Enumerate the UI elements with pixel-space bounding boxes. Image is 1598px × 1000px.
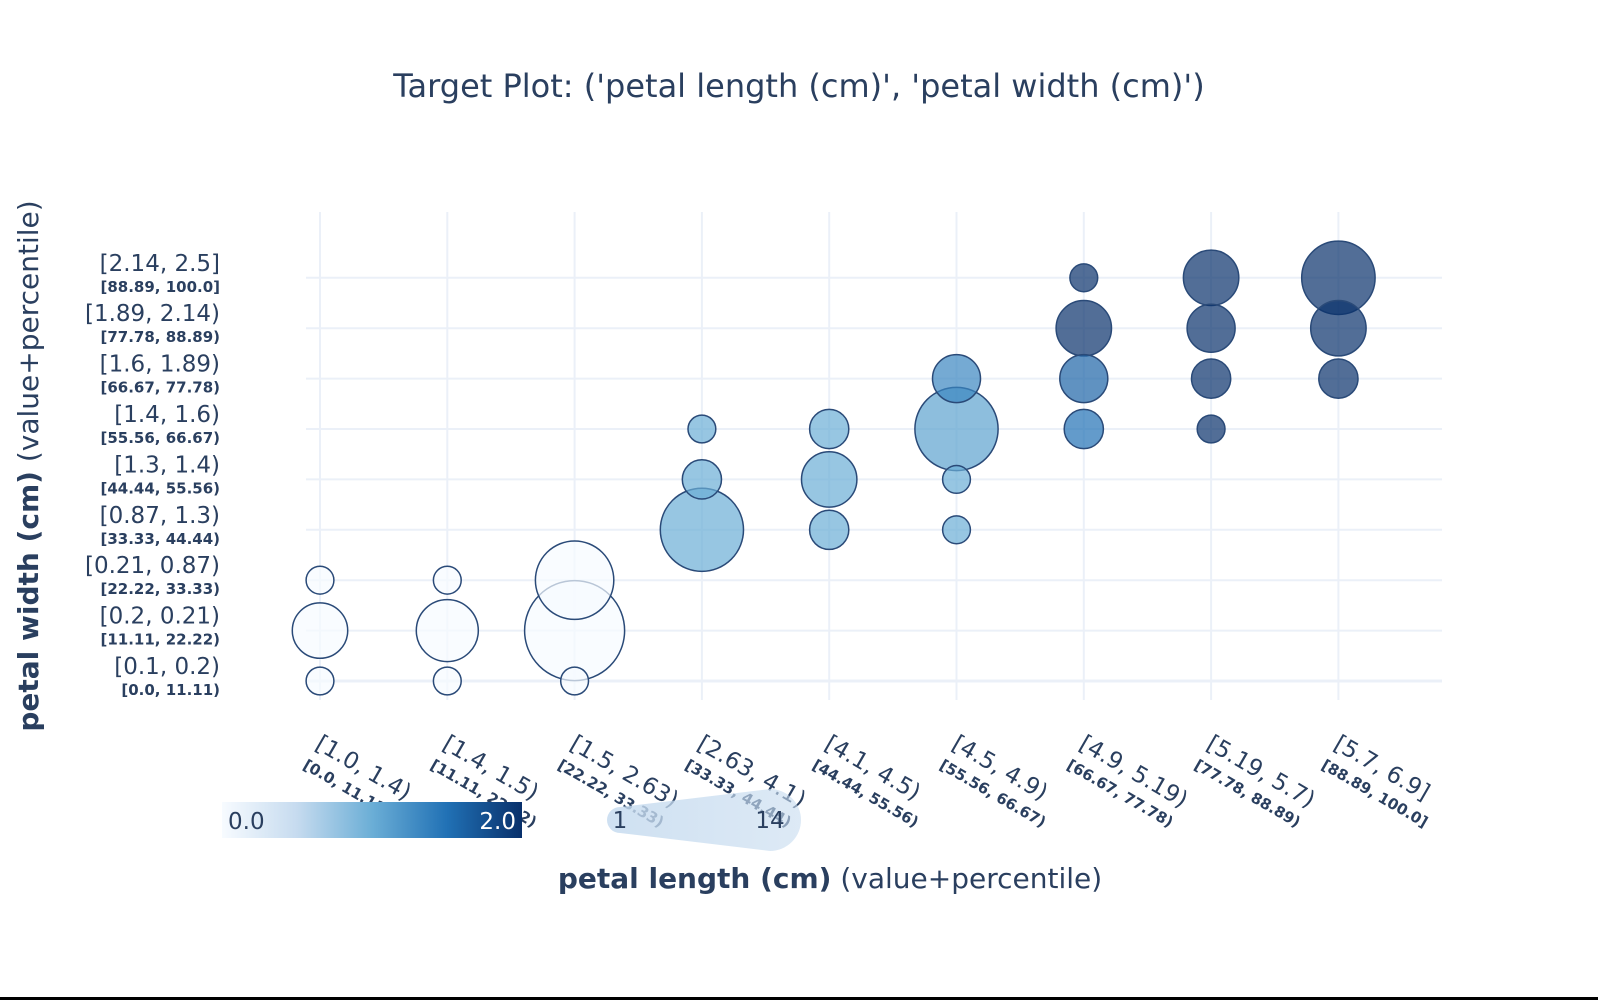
bubble-point: [1069, 263, 1099, 293]
data-points: [291, 240, 1376, 696]
bubble-point: [687, 414, 717, 444]
y-tick-label: [1.89, 2.14): [85, 301, 220, 327]
y-tick-percentile: [88.89, 100.0]: [100, 278, 220, 296]
bubble-point: [659, 487, 745, 573]
grid-lines: [306, 212, 1442, 700]
y-tick-percentile: [33.33, 44.44): [100, 530, 220, 548]
y-tick-percentile: [44.44, 55.56): [100, 479, 220, 497]
colorbar-min-label: 0.0: [228, 809, 265, 835]
bubble-point: [534, 540, 615, 621]
y-axis-title: petal width (cm) (value+percentile): [12, 200, 45, 731]
bubble-point: [559, 666, 590, 696]
bubble-point: [415, 598, 480, 663]
y-tick-label: [0.87, 1.3): [100, 503, 220, 529]
bubble-point: [681, 459, 723, 500]
bubble-point: [808, 408, 850, 450]
bubble-point: [432, 565, 462, 595]
y-tick-percentile: [11.11, 22.22): [100, 631, 220, 649]
size-legend-max-label: 14: [755, 808, 784, 834]
bubble-point: [305, 565, 335, 595]
x-axis-title: petal length (cm) (value+percentile): [558, 862, 1102, 895]
bubble-point: [1309, 299, 1367, 357]
y-axis-ticks: [0.1, 0.2)[0.0, 11.11) [0.2, 0.21)[11.11,…: [85, 251, 220, 699]
bubble-point: [808, 509, 850, 551]
bubble-point: [800, 450, 858, 508]
colorbar-max-label: 2.0: [479, 809, 516, 835]
y-tick-label: [0.1, 0.2): [114, 654, 220, 680]
y-tick-percentile: [0.0, 11.11): [121, 681, 220, 699]
y-tick-label: [1.3, 1.4): [114, 452, 220, 478]
y-axis-name: petal width (cm): [12, 471, 45, 732]
y-tick-percentile: [22.22, 33.33): [100, 580, 220, 598]
bubble-point: [1182, 249, 1240, 307]
colorbar-bar: [222, 802, 522, 838]
y-axis-suffix: (value+percentile): [12, 200, 45, 471]
size-legend-min-label: 1: [613, 808, 628, 834]
bubble-point: [291, 602, 349, 660]
x-axis-name: petal length (cm): [558, 862, 832, 895]
y-tick-label: [1.6, 1.89): [100, 352, 220, 378]
x-axis-suffix: (value+percentile): [831, 862, 1102, 895]
y-tick-percentile: [77.78, 88.89): [100, 328, 220, 346]
bubble-point: [1186, 303, 1236, 353]
bubble-point: [1059, 353, 1109, 404]
bubble-point: [931, 353, 982, 404]
y-tick-percentile: [66.67, 77.78): [100, 379, 220, 397]
y-tick-label: [1.4, 1.6): [114, 402, 220, 428]
bottom-rule: [0, 997, 1598, 1000]
size-legend-shape: [607, 789, 801, 851]
bubble-point: [1190, 358, 1232, 399]
colorbar-legend: 0.0 2.0: [222, 802, 522, 838]
bubble-point: [1063, 408, 1105, 450]
bubble-point: [305, 666, 335, 696]
y-tick-label: [0.21, 0.87): [85, 553, 220, 579]
bubble-point: [941, 515, 972, 545]
y-tick-percentile: [55.56, 66.67): [100, 429, 220, 447]
y-tick-label: [0.2, 0.21): [100, 604, 220, 630]
bubble-point: [1318, 358, 1359, 399]
bubble-point: [1055, 299, 1113, 357]
bubble-point: [1196, 414, 1226, 444]
chart-title: Target Plot: ('petal length (cm)', 'peta…: [392, 67, 1204, 105]
y-tick-label: [2.14, 2.5]: [100, 251, 220, 277]
bubble-point: [432, 666, 462, 696]
size-legend: 1 14: [607, 789, 801, 851]
bubble-point: [941, 464, 972, 495]
